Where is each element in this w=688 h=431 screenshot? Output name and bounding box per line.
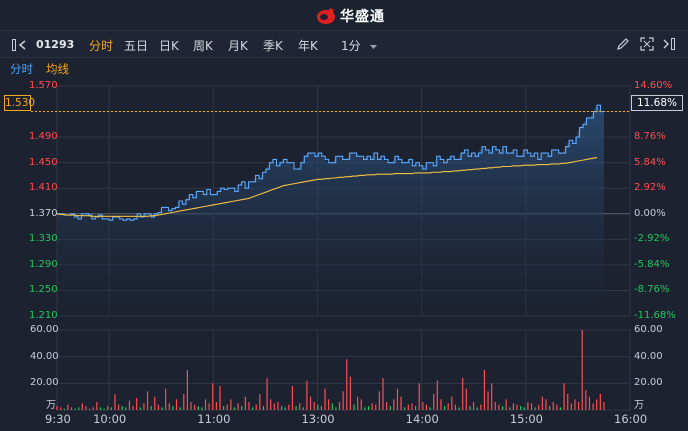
chevron-down-icon [370,44,378,49]
percent-tick-label: 2.92% [634,182,666,194]
series-average-line [56,157,598,217]
price-tick-label: 1.410 [29,182,58,194]
tab-week-k[interactable]: 周K [193,39,213,53]
brand: 华盛通 [316,6,385,26]
volume-tick-label: 万 [46,400,56,411]
volume-tick-label: 60.00 [634,324,663,335]
legend-average: 均线 [46,62,69,76]
chart-toolbar: 01293 分时 五日 日K 周K 月K 季K 年K 1分 [0,31,688,58]
collapse-panel-icon[interactable] [662,37,676,51]
price-tick-label: 1.290 [29,258,58,270]
tab-quarter-k[interactable]: 季K [263,39,283,53]
price-area [57,105,604,317]
current-price-box: 1.530 [4,95,36,111]
percent-tick-label: -8.76% [634,284,670,296]
percent-tick-label: 5.84% [634,156,666,168]
percent-tick-label: -5.84% [634,258,670,270]
percent-tick-label: 14.60% [634,80,673,91]
time-tick-label: 10:00 [93,412,127,426]
time-tick-label: 11:00 [197,412,231,426]
volume-tick-label: 40.00 [30,350,59,362]
time-tick-label: 13:00 [301,412,335,426]
tab-month-k[interactable]: 月K [228,39,248,53]
series-price-line [57,104,604,221]
interval-select[interactable]: 1分 [341,37,378,54]
tab-five-day[interactable]: 五日 [124,39,149,53]
volume-tick-label: 40.00 [634,350,663,362]
price-tick-label: 1.490 [29,131,58,143]
brand-logo-icon [317,8,335,24]
percent-tick-label: 8.76% [634,131,666,143]
brand-name: 华盛通 [340,9,385,25]
fullscreen-icon[interactable] [640,37,654,51]
volume-tick-label: 万 [634,400,644,411]
price-tick-label: 1.450 [29,156,58,168]
tab-day-k[interactable]: 日K [159,39,179,53]
stock-code: 01293 [36,38,75,51]
price-tick-label: 1.370 [29,207,58,219]
pencil-icon[interactable] [616,37,630,51]
time-tick-label: 15:00 [509,412,543,426]
volume-tick-label: 20.00 [30,377,59,389]
price-tick-label: 1.250 [29,284,58,296]
price-tick-label: 1.570 [29,80,58,91]
side-panel-toggle-icon[interactable] [12,39,28,51]
time-tick-label: 14:00 [405,412,439,426]
time-tick-label: 16:00 [614,412,648,426]
chart-legend: 分时 均线 [0,58,688,78]
volume-tick-label: 60.00 [30,324,59,335]
app-header: 华盛通 [0,0,688,31]
volume-tick-label: 20.00 [634,377,663,389]
current-pct-box: 11.68% [631,95,683,111]
percent-tick-label: -2.92% [634,233,670,245]
price-tick-label: 1.210 [29,310,58,321]
percent-tick-label: -11.68% [634,310,676,321]
tab-intraday[interactable]: 分时 [89,39,114,53]
legend-intraday: 分时 [10,62,33,76]
percent-tick-label: 0.00% [634,207,666,219]
interval-label: 1分 [341,39,361,53]
time-tick-label: 9:30 [45,412,71,426]
price-tick-label: 1.330 [29,233,58,245]
tab-year-k[interactable]: 年K [298,39,318,53]
